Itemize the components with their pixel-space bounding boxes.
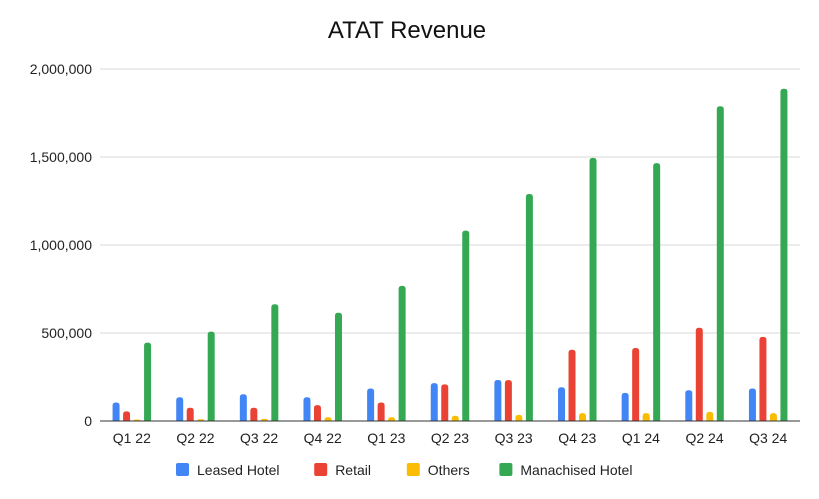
bar-others-q3-23 — [515, 414, 523, 421]
bar-retail-q3-23 — [504, 380, 512, 421]
bar-leased-hotel-q1-24 — [621, 392, 629, 421]
y-tick-label: 1,000,000 — [30, 237, 92, 253]
bar-retail-q2-23 — [441, 384, 449, 421]
legend-swatch-retail — [314, 463, 328, 476]
bar-others-q1-23 — [388, 417, 396, 421]
bar-manachised-hotel-q3-24 — [780, 88, 788, 421]
bar-retail-q3-22 — [250, 407, 258, 421]
bar-manachised-hotel-q1-23 — [398, 285, 406, 421]
legend-swatch-leased-hotel — [176, 463, 189, 476]
bar-retail-q4-22 — [313, 405, 321, 421]
legend-label: Retail — [335, 462, 371, 478]
bar-manachised-hotel-q2-23 — [462, 230, 470, 421]
chart-title: ATAT Revenue — [328, 17, 486, 44]
x-tick-label: Q2 24 — [685, 430, 723, 446]
bar-others-q2-24 — [706, 411, 714, 421]
bar-others-q4-22 — [324, 417, 332, 421]
bar-manachised-hotel-q4-23 — [589, 157, 597, 421]
bar-manachised-hotel-q3-22 — [271, 304, 279, 421]
legend-swatch-others — [406, 463, 420, 476]
bar-retail-q3-24 — [759, 336, 767, 421]
bar-leased-hotel-q3-23 — [494, 379, 502, 421]
bar-leased-hotel-q2-24 — [685, 390, 693, 421]
bar-retail-q2-22 — [186, 407, 194, 421]
x-tick-label: Q1 23 — [367, 430, 405, 446]
bar-retail-q2-24 — [695, 327, 703, 421]
y-tick-label: 500,000 — [41, 325, 92, 341]
y-tick-label: 2,000,000 — [30, 61, 92, 77]
x-tick-label: Q3 23 — [495, 430, 533, 446]
bar-retail-q1-23 — [377, 402, 385, 421]
x-tick-label: Q4 22 — [304, 430, 342, 446]
bar-manachised-hotel-q2-24 — [716, 106, 724, 421]
x-tick-label: Q1 24 — [622, 430, 660, 446]
bar-leased-hotel-q2-22 — [176, 397, 184, 421]
bar-leased-hotel-q4-22 — [303, 397, 311, 421]
y-axis-ticks: 0 500,000 1,000,000 1,500,000 2,000,000 — [30, 61, 93, 429]
bar-others-q2-23 — [451, 415, 459, 421]
bar-others-q3-22 — [260, 418, 268, 421]
gridlines — [100, 68, 800, 334]
x-tick-label: Q3 22 — [240, 430, 278, 446]
bar-retail-q1-24 — [632, 347, 640, 421]
bar-retail-q4-23 — [568, 349, 576, 421]
x-tick-label: Q2 22 — [176, 430, 214, 446]
y-tick-label: 1,500,000 — [30, 149, 92, 165]
bar-leased-hotel-q4-23 — [558, 387, 566, 421]
x-tick-label: Q3 24 — [749, 430, 787, 446]
legend-swatch-manachised-hotel — [499, 463, 513, 476]
bar-others-q4-23 — [579, 413, 587, 421]
bar-leased-hotel-q1-22 — [112, 402, 120, 421]
bars — [112, 88, 788, 421]
bar-leased-hotel-q3-24 — [748, 388, 756, 421]
legend: Leased Hotel Retail Others Manachised Hotel — [176, 462, 632, 478]
bar-leased-hotel-q3-22 — [239, 394, 247, 421]
bar-manachised-hotel-q3-23 — [525, 193, 533, 421]
legend-label: Others — [428, 462, 470, 478]
x-tick-label: Q1 22 — [113, 430, 151, 446]
bar-leased-hotel-q2-23 — [430, 383, 438, 421]
bar-manachised-hotel-q4-22 — [334, 312, 342, 421]
bar-manachised-hotel-q1-22 — [144, 342, 152, 421]
bar-manachised-hotel-q1-24 — [653, 163, 661, 421]
bar-retail-q1-22 — [123, 411, 131, 421]
bar-others-q1-24 — [642, 413, 650, 421]
x-tick-label: Q2 23 — [431, 430, 469, 446]
y-tick-label: 0 — [84, 413, 92, 429]
bar-manachised-hotel-q2-22 — [207, 331, 215, 421]
bar-leased-hotel-q1-23 — [367, 388, 375, 421]
x-axis-ticks: Q1 22 Q2 22 Q3 22 Q4 22 Q1 23 Q2 23 Q3 23 Q4 23… — [113, 430, 788, 446]
x-tick-label: Q4 23 — [558, 430, 596, 446]
legend-label: Manachised Hotel — [520, 462, 632, 478]
bar-others-q3-24 — [769, 413, 777, 421]
legend-label: Leased Hotel — [197, 462, 280, 478]
